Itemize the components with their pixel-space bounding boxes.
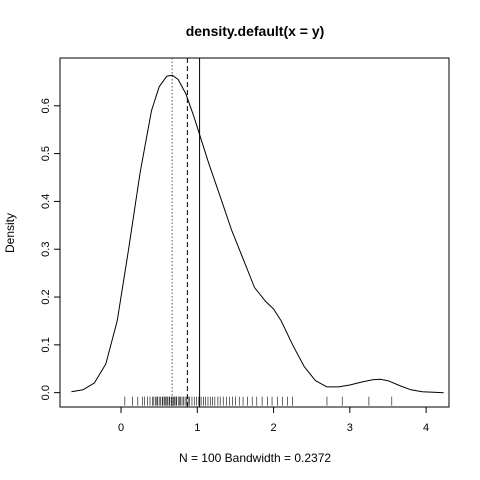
density-curve: [71, 74, 444, 394]
y-axis-label: Density: [3, 213, 17, 253]
x-tick-label: 0: [118, 422, 124, 434]
x-tick-label: 2: [271, 422, 277, 434]
y-tick-label: 0.4: [40, 194, 52, 209]
y-tick-label: 0.5: [40, 146, 52, 161]
x-tick-label: 1: [194, 422, 200, 434]
y-axis: 0.0 0.1 0.2 0.3 0.4 0.5 0.6: [40, 98, 61, 400]
x-tick-label: 3: [347, 422, 353, 434]
y-tick-label: 0.6: [40, 98, 52, 113]
rug-ticks: [124, 396, 393, 406]
y-tick-label: 0.2: [40, 289, 52, 304]
plot-frame: [59, 57, 450, 408]
reference-lines: [171, 58, 201, 407]
y-tick-label: 0.1: [40, 337, 52, 352]
chart-title: density.default(x = y): [186, 23, 325, 39]
y-tick-label: 0.3: [40, 242, 52, 257]
x-axis: 0 1 2 3 4: [118, 406, 429, 434]
density-curve-layer: [71, 74, 444, 394]
x-axis-label: N = 100 Bandwidth = 0.2372: [179, 451, 331, 465]
x-tick-label: 4: [423, 422, 429, 434]
y-tick-label: 0.0: [40, 385, 52, 400]
